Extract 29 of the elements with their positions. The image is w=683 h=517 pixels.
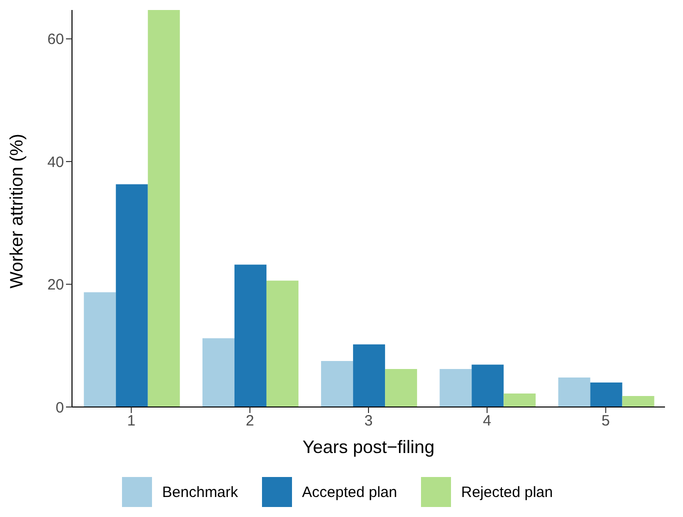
bar — [234, 264, 266, 407]
x-tick-label: 5 — [602, 412, 610, 430]
bar — [440, 368, 472, 407]
legend-label: Rejected plan — [461, 484, 553, 500]
y-axis-title: Worker attrition (%) — [6, 134, 26, 288]
x-tick-label: 3 — [364, 412, 373, 430]
bar — [116, 184, 148, 407]
legend-label: Accepted plan — [302, 484, 398, 500]
x-axis-title: Years post−filing — [302, 437, 434, 457]
bar — [472, 364, 504, 407]
legend-label: Benchmark — [162, 484, 238, 500]
bar — [148, 10, 180, 407]
bar — [504, 394, 536, 407]
bar — [590, 382, 622, 407]
bar — [353, 344, 386, 407]
y-tick-label: 60 — [47, 31, 64, 48]
y-tick-label: 40 — [47, 154, 64, 171]
bar — [84, 292, 116, 407]
y-tick-label: 0 — [56, 399, 64, 416]
x-tick-label: 2 — [246, 412, 254, 430]
bar — [202, 338, 234, 407]
x-tick-label: 1 — [127, 412, 136, 430]
bar — [385, 368, 418, 407]
bar — [266, 280, 298, 407]
bar — [321, 360, 354, 407]
bar — [622, 396, 654, 407]
y-tick-label: 20 — [47, 276, 64, 294]
x-tick-label: 4 — [482, 412, 492, 430]
bar — [558, 378, 590, 407]
